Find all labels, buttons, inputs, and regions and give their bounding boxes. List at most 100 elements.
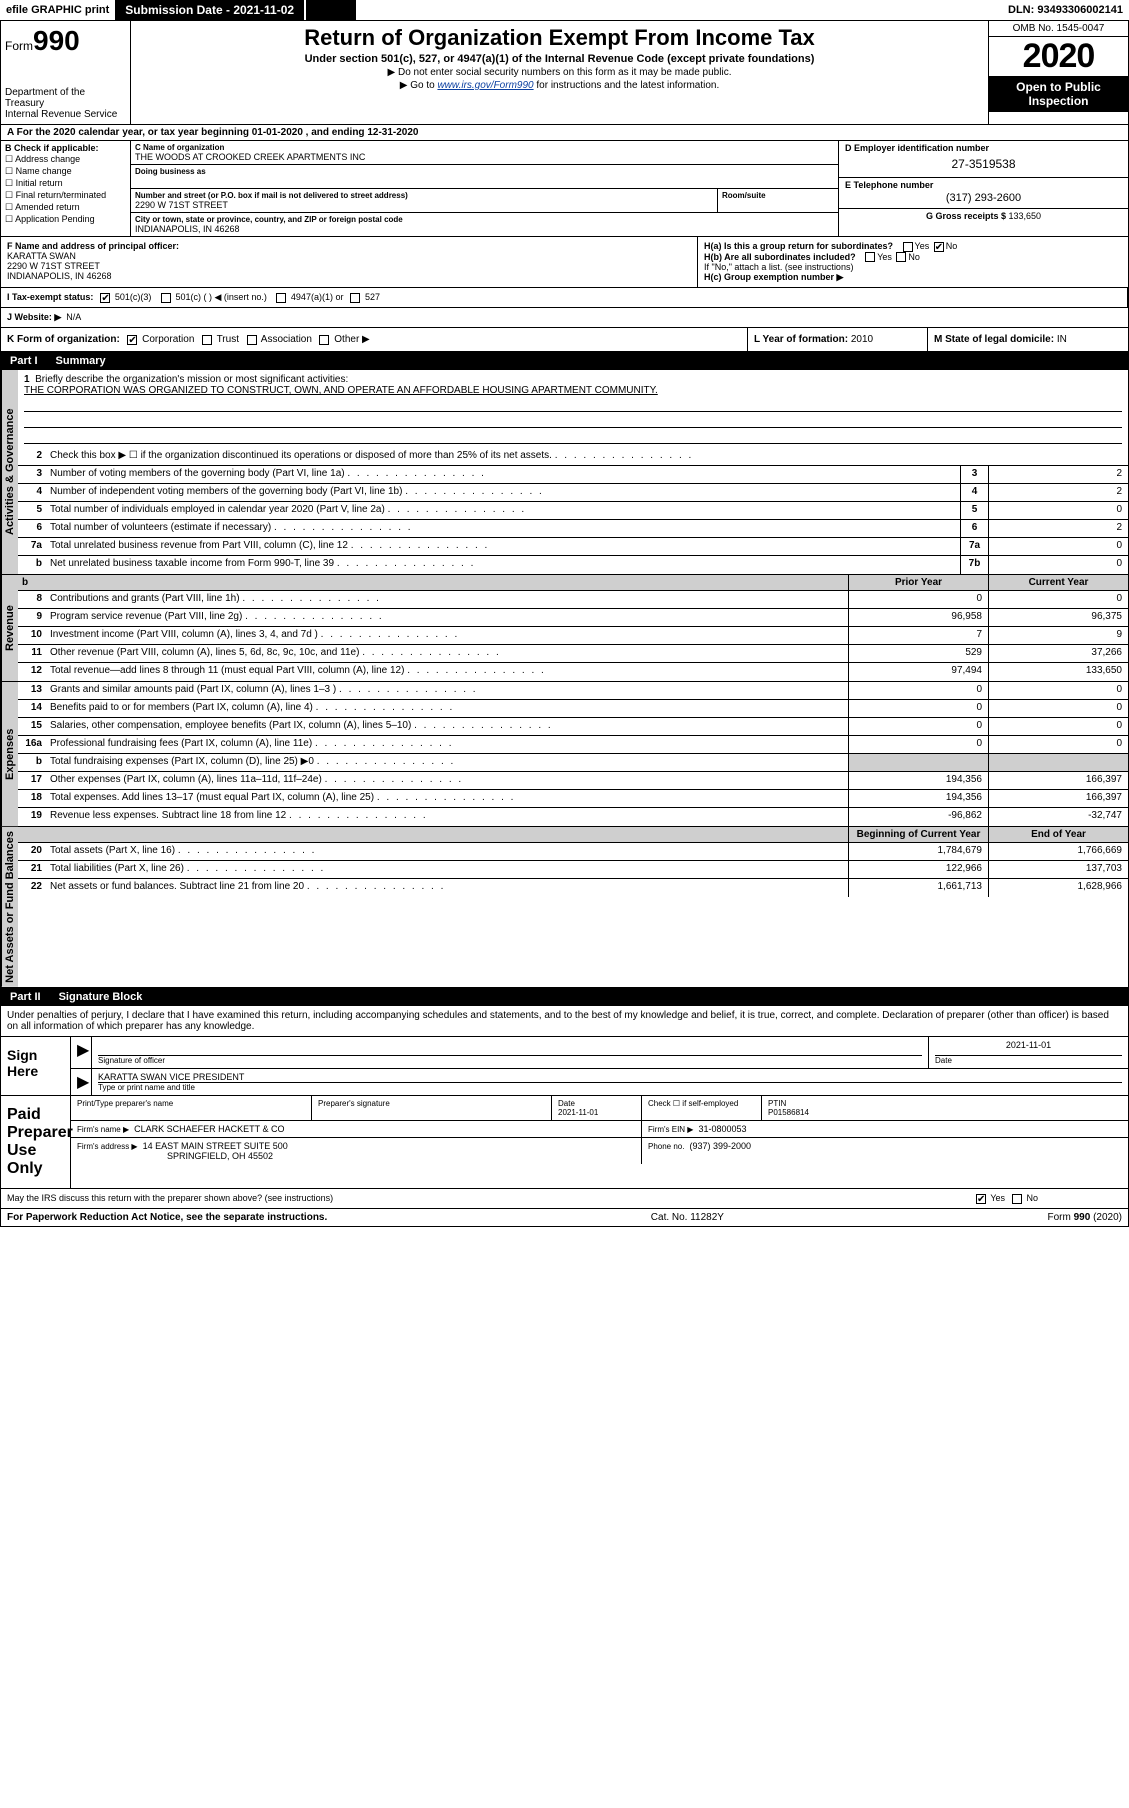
line-desc: Total expenses. Add lines 13–17 (must eq…	[46, 790, 848, 807]
officer-name: KARATTA SWAN VICE PRESIDENT	[98, 1072, 1122, 1083]
cb-final-return[interactable]: ☐ Final return/terminated	[5, 190, 126, 201]
cb-amended-return[interactable]: ☐ Amended return	[5, 202, 126, 213]
part2-header: Part II Signature Block	[0, 988, 1129, 1006]
line-desc: Salaries, other compensation, employee b…	[46, 718, 848, 735]
k-opt-corp: Corporation	[142, 334, 194, 345]
hb-no-checkbox[interactable]	[896, 252, 906, 262]
grid-bcdeg: B Check if applicable: ☐ Address change …	[0, 141, 1129, 237]
current-value: -32,747	[988, 808, 1128, 826]
prep-date: 2021-11-01	[558, 1108, 635, 1117]
discuss-no-checkbox[interactable]	[1012, 1194, 1022, 1204]
line-box: 7b	[960, 556, 988, 574]
arrow-icon: ▶	[71, 1037, 91, 1068]
city-row: City or town, state or province, country…	[131, 213, 838, 236]
hb-yes-checkbox[interactable]	[865, 252, 875, 262]
submission-date-button[interactable]: Submission Date - 2021-11-02	[115, 0, 304, 20]
i-opt-4947: 4947(a)(1) or	[291, 292, 344, 302]
irs-link[interactable]: www.irs.gov/Form990	[437, 80, 533, 91]
i-label: I Tax-exempt status:	[7, 292, 93, 302]
open-public-badge: Open to Public Inspection	[989, 76, 1128, 112]
prior-value: 0	[848, 736, 988, 753]
paid-preparer-row: Paid Preparer Use Only Print/Type prepar…	[1, 1095, 1128, 1188]
line-desc: Program service revenue (Part VIII, line…	[46, 609, 848, 626]
data-line: bTotal fundraising expenses (Part IX, co…	[18, 754, 1128, 772]
i-501c-checkbox[interactable]	[161, 293, 171, 303]
k-opt-assoc: Association	[261, 334, 312, 345]
footer-mid: Cat. No. 11282Y	[651, 1212, 724, 1223]
current-value: 0	[988, 736, 1128, 753]
footer-right: Form 990 (2020)	[1048, 1212, 1123, 1223]
org-name-label: C Name of organization	[135, 143, 834, 152]
part1-title: Summary	[48, 352, 114, 370]
ptin-cell: PTIN P01586814	[761, 1096, 1128, 1120]
current-value: 137,703	[988, 861, 1128, 878]
form-number: 990	[33, 25, 80, 56]
m-value: IN	[1057, 334, 1067, 345]
vert-revenue: Revenue	[1, 575, 18, 681]
k-trust-checkbox[interactable]	[202, 335, 212, 345]
data-line: 12Total revenue—add lines 8 through 11 (…	[18, 663, 1128, 681]
addr-label: Number and street (or P.O. box if mail i…	[135, 191, 713, 200]
current-value: 96,375	[988, 609, 1128, 626]
discuss-text: May the IRS discuss this return with the…	[7, 1193, 333, 1203]
f-addr2: INDIANAPOLIS, IN 46268	[7, 271, 691, 281]
prior-value: 122,966	[848, 861, 988, 878]
prior-value: 194,356	[848, 790, 988, 807]
i-opt-527: 527	[365, 292, 380, 302]
data-line: 10Investment income (Part VIII, column (…	[18, 627, 1128, 645]
officer-name-label: Type or print name and title	[98, 1083, 1122, 1092]
prep-date-label: Date	[558, 1099, 635, 1108]
k-assoc-checkbox[interactable]	[247, 335, 257, 345]
sign-here-row: Sign Here ▶ Signature of officer 2021-11…	[1, 1036, 1128, 1095]
line-box: 3	[960, 466, 988, 483]
line-value: 0	[988, 538, 1128, 555]
ha-yes-checkbox[interactable]	[903, 242, 913, 252]
i-501c3-checkbox[interactable]	[100, 293, 110, 303]
discuss-yes-checkbox[interactable]	[976, 1194, 986, 1204]
penalties-text: Under penalties of perjury, I declare th…	[1, 1006, 1128, 1036]
data-line: 13Grants and similar amounts paid (Part …	[18, 682, 1128, 700]
i-527-checkbox[interactable]	[350, 293, 360, 303]
line-desc: Total number of individuals employed in …	[46, 502, 960, 519]
prior-value: 97,494	[848, 663, 988, 681]
line-desc: Net unrelated business taxable income fr…	[46, 556, 960, 574]
cb-initial-return[interactable]: ☐ Initial return	[5, 178, 126, 189]
i-4947-checkbox[interactable]	[276, 293, 286, 303]
section-expenses: Expenses 13Grants and similar amounts pa…	[0, 682, 1129, 827]
page-footer: For Paperwork Reduction Act Notice, see …	[0, 1209, 1129, 1227]
line-num: 19	[18, 808, 46, 826]
k-opt-other: Other ▶	[334, 334, 369, 345]
prior-value: 529	[848, 645, 988, 662]
ein-cell: D Employer identification number 27-3519…	[839, 141, 1128, 178]
ein-value: 27-3519538	[845, 153, 1122, 175]
cb-address-change[interactable]: ☐ Address change	[5, 154, 126, 165]
line-desc: Net assets or fund balances. Subtract li…	[46, 879, 848, 897]
k-corp-checkbox[interactable]	[127, 335, 137, 345]
net-hdr-end: End of Year	[988, 827, 1128, 842]
dba-row: Doing business as	[131, 165, 838, 189]
prep-name-label: Print/Type preparer's name	[71, 1096, 311, 1120]
top-bar: efile GRAPHIC print Submission Date - 20…	[0, 0, 1129, 21]
net-hdr-blank	[18, 827, 848, 842]
blank-button[interactable]	[306, 0, 356, 20]
firm-addr1: 14 EAST MAIN STREET SUITE 500	[143, 1141, 288, 1151]
line-num: 18	[18, 790, 46, 807]
form-title: Return of Organization Exempt From Incom…	[139, 25, 980, 51]
cb-application-pending[interactable]: ☐ Application Pending	[5, 214, 126, 225]
col-c: C Name of organization THE WOODS AT CROO…	[131, 141, 838, 236]
k-label: K Form of organization:	[7, 334, 120, 345]
k-opt-trust: Trust	[217, 334, 239, 345]
line-desc: Other revenue (Part VIII, column (A), li…	[46, 645, 848, 662]
k-other-checkbox[interactable]	[319, 335, 329, 345]
cb-name-change[interactable]: ☐ Name change	[5, 166, 126, 177]
firm-name-line: Firm's name ▶ CLARK SCHAEFER HACKETT & C…	[71, 1121, 1128, 1138]
line-desc: Contributions and grants (Part VIII, lin…	[46, 591, 848, 608]
ha-no-checkbox[interactable]	[934, 242, 944, 252]
data-line: 17Other expenses (Part IX, column (A), l…	[18, 772, 1128, 790]
arrow-icon-2: ▶	[71, 1069, 91, 1095]
net-hdr-beg: Beginning of Current Year	[848, 827, 988, 842]
line-value: 2	[988, 466, 1128, 483]
phone-value: (317) 293-2600	[845, 190, 1122, 206]
prep-sig-label: Preparer's signature	[311, 1096, 551, 1120]
f-addr1: 2290 W 71ST STREET	[7, 261, 691, 271]
